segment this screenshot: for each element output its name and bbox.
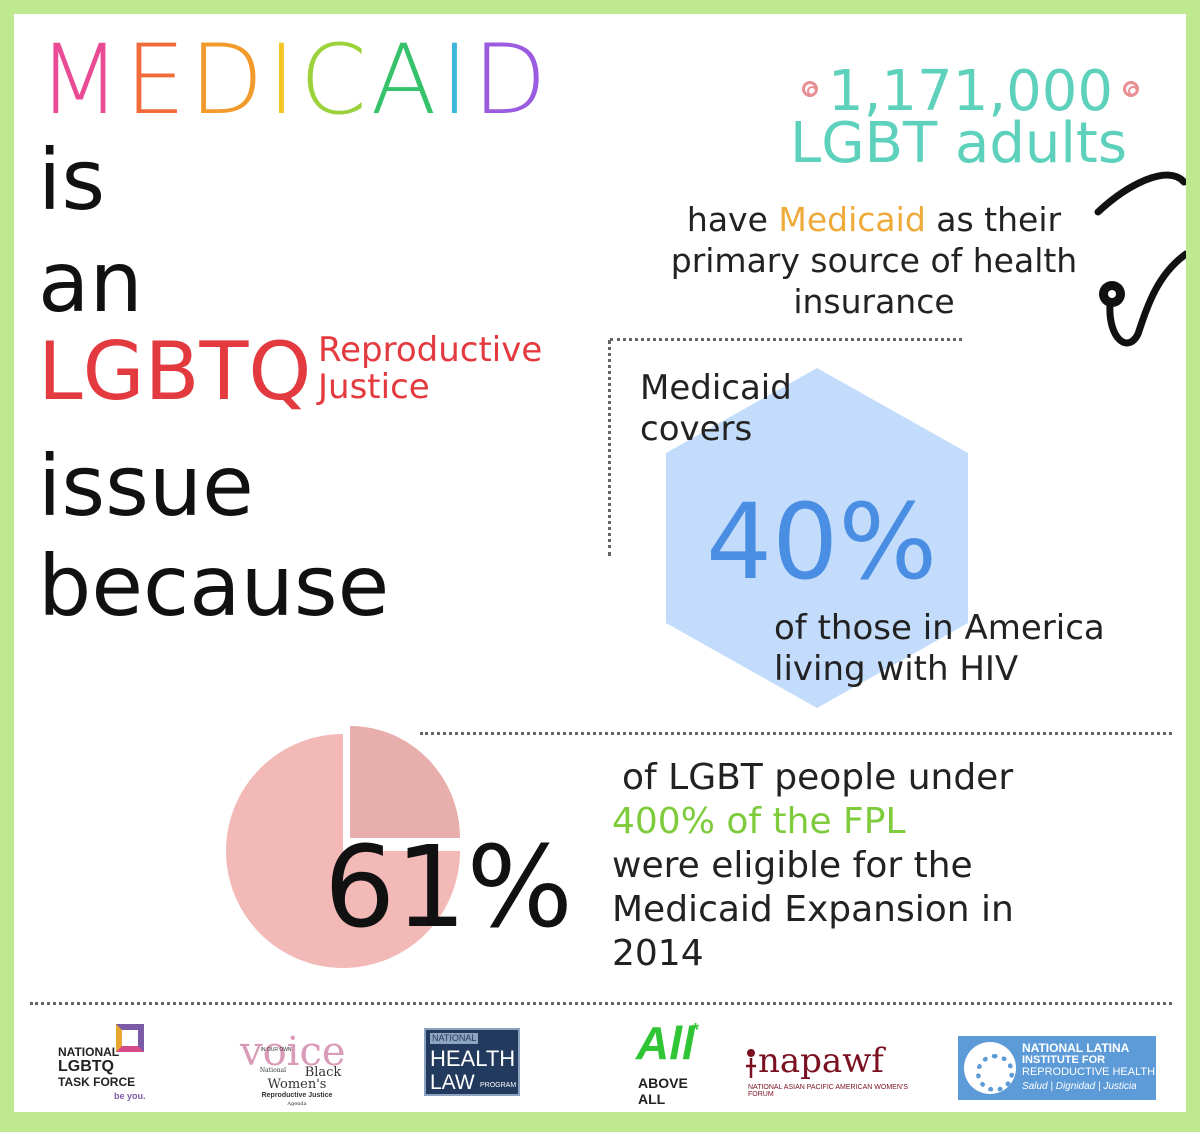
covers-line-1: Medicaid (640, 368, 792, 408)
headline-an: an (38, 233, 143, 331)
napawf-wordmark: napawf (758, 1041, 884, 1081)
health-law-logo: NATIONAL HEALTH LAW PROGRAM (424, 1028, 520, 1096)
nlirh-logo: NATIONAL LATINA INSTITUTE FOR REPRODUCTI… (958, 1036, 1156, 1100)
headline-because: because (38, 537, 390, 635)
adults-count: 1,171,000 (828, 59, 1114, 124)
hiv-percent: 40% (706, 481, 938, 603)
insurance-pre: have (686, 200, 779, 239)
all-line-1: ABOVE (638, 1075, 688, 1091)
ring-icon (802, 80, 818, 97)
eligible-line-3: were eligible for the (612, 844, 973, 886)
taskforce-tagline: be you. (114, 1091, 146, 1101)
title-letter: A (370, 24, 441, 136)
insurance-highlight: Medicaid (778, 200, 926, 239)
eligible-line-4: Medicaid Expansion in (612, 888, 1014, 930)
asterisk-icon: * (692, 1020, 700, 1040)
voice-line-3: Black (304, 1065, 342, 1080)
task-force-mark-icon (116, 1024, 144, 1052)
nlirh-line-1: NATIONAL LATINA (1022, 1041, 1130, 1055)
hiv-desc-line-2: living with HIV (774, 648, 1019, 689)
nlirh-burst-icon (964, 1042, 1016, 1094)
nlirh-line-3: REPRODUCTIVE HEALTH (1022, 1066, 1156, 1078)
medicaid-covers-label: Medicaid covers (640, 368, 792, 450)
insurance-post: as their primary source of health insura… (670, 200, 1078, 321)
nlirh-line-4: Salud | Dignidad | Justicia (1022, 1081, 1137, 1092)
nlirh-line-2: INSTITUTE FOR (1022, 1054, 1106, 1066)
taskforce-line-3: TASK FORCE (58, 1075, 136, 1089)
hlaw-line-2: HEALTH (430, 1046, 516, 1071)
napawf-figure-icon (746, 1049, 756, 1078)
headline-is: is (38, 131, 106, 229)
title-letter: M (38, 24, 125, 136)
voice-line-5: Reproductive Justice (261, 1092, 333, 1099)
divider-dotted (420, 732, 1172, 735)
eligible-line-5: 2014 (612, 932, 704, 974)
title-letter: I (440, 24, 473, 136)
hiv-desc-line-1: of those in America (774, 608, 1105, 648)
rj-line-2: Justice (318, 367, 430, 408)
hiv-description: of those in America living with HIV (774, 608, 1105, 690)
voice-line-4: Women's (267, 1077, 327, 1092)
voice-wordmark: voice (240, 1029, 346, 1075)
all-above-all-logo: All * ABOVE ALL (634, 1020, 714, 1106)
taskforce-line-2: LGBTQ (58, 1058, 114, 1075)
voice-line-1: IN OUR OWN (260, 1047, 292, 1053)
all-mark: All (636, 1017, 695, 1069)
reproductive-justice-label: Reproductive Justice (318, 330, 543, 408)
ring-icon (1123, 80, 1140, 97)
infographic-card: MEDICAID is an LGBTQ Reproductive Justic… (14, 14, 1186, 1112)
hlaw-line-1: NATIONAL (430, 1033, 479, 1044)
adults-label: LGBT adults (790, 111, 1128, 176)
eligible-line-1: of LGBT people under (622, 757, 1014, 798)
stethoscope-icon (1094, 171, 1186, 347)
eligibility-statement: of LGBT people under 400% of the FPL wer… (612, 756, 1014, 976)
voice-line-6: Agenda (287, 1101, 307, 1107)
title-letter: D (189, 24, 268, 136)
pie-chart-slice (350, 726, 460, 838)
covers-line-2: covers (640, 408, 753, 449)
divider-dotted (610, 338, 962, 341)
headline-lgbtq: LGBTQ (38, 325, 312, 418)
eligible-percent: 61% (324, 823, 573, 953)
voice-logo: voice IN OUR OWN National Black Women's … (238, 1029, 368, 1107)
hlaw-line-3: LAW (430, 1071, 475, 1094)
title-letter: D (472, 24, 551, 136)
fpl-highlight: 400% of the FPL (612, 800, 906, 842)
napawf-logo: napawf NATIONAL ASIAN PACIFIC AMERICAN W… (744, 1044, 914, 1100)
headline-issue: issue (38, 437, 254, 535)
title-letter: C (299, 24, 371, 136)
voice-line-2: National (259, 1067, 287, 1074)
divider-dotted (30, 1002, 1172, 1005)
medicaid-title: MEDICAID (38, 32, 551, 128)
adults-count-row: 1,171,000 (802, 64, 1140, 120)
divider-dotted-vertical (608, 340, 611, 556)
napawf-subtitle: NATIONAL ASIAN PACIFIC AMERICAN WOMEN'S … (748, 1084, 908, 1098)
insurance-statement: have Medicaid as their primary source of… (664, 200, 1084, 323)
hlaw-line-4: PROGRAM (480, 1082, 517, 1089)
title-letter: E (124, 24, 190, 136)
all-line-2: ALL (638, 1091, 666, 1107)
task-force-logo: NATIONAL LGBTQ TASK FORCE be you. (58, 1024, 154, 1102)
rj-line-1: Reproductive (318, 330, 543, 370)
taskforce-line-1: NATIONAL (58, 1045, 120, 1059)
title-letter: I (267, 24, 300, 136)
